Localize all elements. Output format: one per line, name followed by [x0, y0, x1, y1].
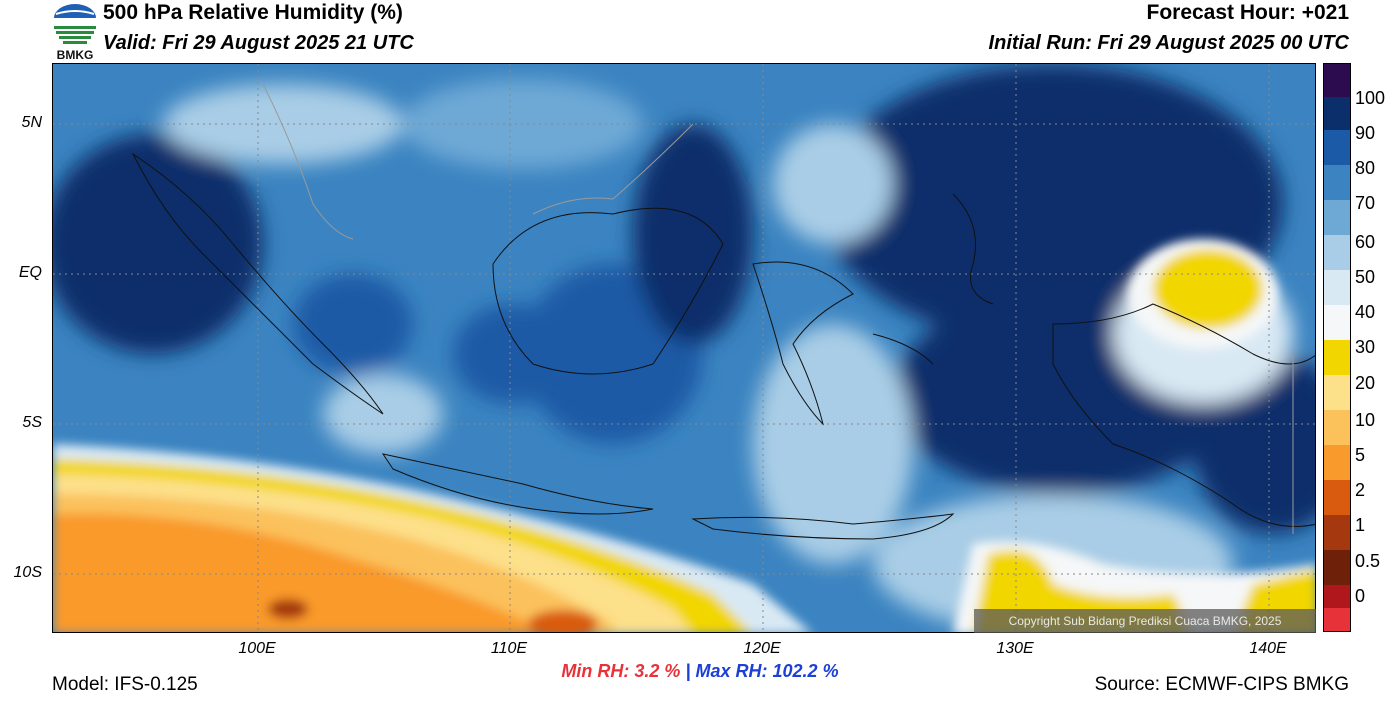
colorbar-segment	[1324, 235, 1350, 270]
coastlines	[131, 152, 1315, 540]
lon-label-120e: 120E	[743, 640, 781, 657]
colorbar-label: 100	[1355, 88, 1386, 108]
map-title: 500 hPa Relative Humidity (%)	[103, 1, 403, 24]
logo-text: BMKG	[57, 48, 94, 60]
colorbar-segment	[1324, 375, 1350, 410]
forecast-hour: Forecast Hour: +021	[1146, 1, 1350, 24]
colorbar-label: 40	[1355, 302, 1376, 322]
colorbar-segment	[1324, 64, 1350, 97]
source-info: Source: ECMWF-CIPS BMKG	[1094, 674, 1349, 695]
colorbar-label: 60	[1355, 232, 1376, 252]
graticule	[53, 64, 1315, 632]
max-rh: Max RH: 102.2 %	[695, 661, 839, 681]
colorbar-segment	[1324, 550, 1350, 585]
lat-label-10s: 10S	[13, 564, 42, 581]
lon-label-130e: 130E	[996, 640, 1034, 657]
colorbar-segment	[1324, 340, 1350, 375]
lat-label-eq: EQ	[18, 264, 42, 281]
min-rh: Min RH: 3.2 %	[561, 661, 681, 681]
lat-label-5n: 5N	[21, 114, 42, 131]
borders	[262, 83, 1294, 534]
lon-label-140e: 140E	[1249, 640, 1287, 657]
colorbar-label: 5	[1355, 445, 1366, 465]
colorbar	[1323, 63, 1351, 632]
colorbar-segment	[1324, 480, 1350, 515]
colorbar-label: 50	[1355, 267, 1376, 287]
colorbar-segment	[1324, 410, 1350, 445]
initial-run: Initial Run: Fri 29 August 2025 00 UTC	[988, 32, 1349, 54]
colorbar-segment	[1324, 608, 1350, 631]
colorbar-segment	[1324, 130, 1350, 165]
colorbar-label: 2	[1355, 480, 1366, 500]
colorbar-segment	[1324, 270, 1350, 305]
model-info: Model: IFS-0.125	[52, 674, 198, 695]
bmkg-logo-icon: BMKG	[50, 2, 100, 62]
colorbar-segment	[1324, 305, 1350, 340]
valid-time: Valid: Fri 29 August 2025 21 UTC	[103, 32, 414, 54]
colorbar-segment	[1324, 97, 1350, 130]
humidity-map	[52, 63, 1316, 633]
colorbar-label: 10	[1355, 410, 1376, 430]
humidity-field	[53, 64, 1315, 632]
colorbar-segment	[1324, 445, 1350, 480]
colorbar-label: 80	[1355, 158, 1376, 178]
lon-label-110e: 110E	[490, 640, 528, 657]
colorbar-label: 70	[1355, 193, 1376, 213]
colorbar-label: 0	[1355, 586, 1366, 606]
colorbar-label: 20	[1355, 373, 1376, 393]
colorbar-segment	[1324, 200, 1350, 235]
colorbar-label: 30	[1355, 337, 1376, 357]
colorbar-segment	[1324, 165, 1350, 200]
colorbar-segment	[1324, 515, 1350, 550]
colorbar-label: 1	[1355, 515, 1366, 535]
colorbar-label: 0.5	[1355, 551, 1381, 571]
rh-stats: Min RH: 3.2 % | Max RH: 102.2 %	[0, 661, 1400, 682]
lon-label-100e: 100E	[238, 640, 276, 657]
stats-separator: |	[685, 661, 691, 681]
colorbar-label: 90	[1355, 123, 1376, 143]
lat-label-5s: 5S	[22, 414, 42, 431]
copyright-notice: Copyright Sub Bidang Prediksi Cuaca BMKG…	[974, 609, 1316, 633]
colorbar-segment	[1324, 585, 1350, 608]
